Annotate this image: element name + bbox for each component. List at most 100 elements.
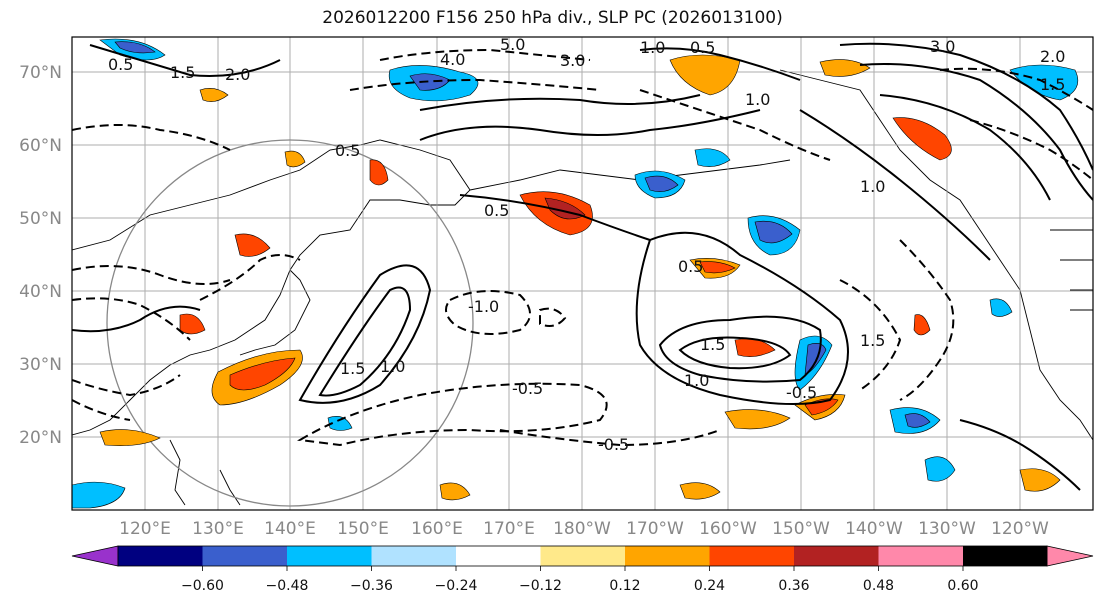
lon-label: 160°E bbox=[411, 519, 463, 539]
colorbar-tick-label: −0.24 bbox=[435, 578, 478, 594]
colorbar-tick-label: −0.36 bbox=[350, 578, 393, 594]
contour-label: 3.0 bbox=[930, 37, 955, 56]
contour-label: 0.5 bbox=[108, 55, 133, 74]
contour-label: 1.0 bbox=[745, 90, 770, 109]
colorbar-segment bbox=[709, 546, 794, 566]
lon-label: 140°W bbox=[845, 519, 903, 539]
contour-labels: 0.5 1.5 2.0 4.0 3.0 5.0 1.0 0.5 1.0 3.0 … bbox=[108, 35, 1065, 454]
div-blob bbox=[369, 159, 389, 186]
div-blob bbox=[679, 482, 721, 500]
map-frame bbox=[71, 36, 1094, 511]
div-blob bbox=[699, 261, 736, 274]
colorbar-tick-label: −0.48 bbox=[266, 578, 309, 594]
div-blob bbox=[439, 482, 471, 501]
coastlines bbox=[72, 69, 1093, 506]
lon-label: 120°W bbox=[991, 519, 1049, 539]
div-blob bbox=[669, 54, 741, 96]
contour-label: 1.5 bbox=[340, 359, 365, 378]
lon-label: 170°E bbox=[483, 519, 535, 539]
div-blob bbox=[754, 220, 793, 244]
div-blob bbox=[724, 409, 791, 430]
div-blob bbox=[199, 88, 229, 102]
colorbar-tick-label: 0.36 bbox=[778, 578, 809, 594]
longitude-labels: 120°E 130°E 140°E 150°E 160°E 170°E 180°… bbox=[119, 519, 1049, 539]
colorbar-tick-marks bbox=[202, 566, 964, 571]
lat-label: 20°N bbox=[19, 428, 62, 448]
slp-contours-negative bbox=[72, 48, 1093, 447]
div-blob bbox=[924, 456, 956, 482]
contour-label: 0.5 bbox=[678, 257, 703, 276]
div-blob bbox=[99, 429, 161, 446]
lat-label: 50°N bbox=[19, 209, 62, 229]
contour-label: 2.0 bbox=[225, 65, 250, 84]
colorbar-segment bbox=[540, 546, 625, 566]
div-blob bbox=[904, 413, 931, 428]
colorbar-tick-label: 0.12 bbox=[609, 578, 640, 594]
colorbar-tick-label: −0.12 bbox=[519, 578, 562, 594]
divergence-shading bbox=[72, 38, 1079, 509]
div-blob bbox=[819, 59, 871, 77]
contour-label: 5.0 bbox=[500, 35, 525, 54]
div-blob bbox=[1019, 468, 1061, 492]
colorbar-segment bbox=[963, 546, 1047, 566]
lat-label: 30°N bbox=[19, 355, 62, 375]
colorbar: −0.60 −0.48 −0.36 −0.24 −0.12 0.12 0.24 … bbox=[71, 545, 1094, 594]
div-blob bbox=[179, 313, 206, 335]
lon-label: 170°W bbox=[626, 519, 684, 539]
contour-label: 1.5 bbox=[700, 335, 725, 354]
latitude-labels: 70°N 60°N 50°N 40°N 30°N 20°N bbox=[19, 63, 62, 448]
colorbar-frame bbox=[117, 545, 1048, 567]
lon-label: 130°W bbox=[918, 519, 976, 539]
colorbar-segment bbox=[118, 546, 203, 566]
contour-label: 1.5 bbox=[1040, 75, 1065, 94]
colorbar-segment bbox=[625, 546, 710, 566]
contour-label: 1.0 bbox=[380, 357, 405, 376]
colorbar-segment bbox=[202, 546, 287, 566]
colorbar-tick-label: 0.48 bbox=[863, 578, 894, 594]
range-circle bbox=[106, 139, 474, 507]
colorbar-tick-label: −0.60 bbox=[181, 578, 224, 594]
div-blob bbox=[327, 416, 353, 431]
div-blob bbox=[913, 314, 931, 336]
colorbar-tick-label: 0.24 bbox=[694, 578, 725, 594]
lon-label: 160°W bbox=[699, 519, 757, 539]
colorbar-extend-low bbox=[71, 545, 119, 567]
lat-label: 40°N bbox=[19, 282, 62, 302]
lon-label: 180°W bbox=[553, 519, 611, 539]
colorbar-tick-label: 0.60 bbox=[947, 578, 978, 594]
lon-label: 150°W bbox=[772, 519, 830, 539]
contour-label: -0.5 bbox=[598, 435, 629, 454]
lon-label: 140°E bbox=[264, 519, 316, 539]
colorbar-segment bbox=[878, 546, 963, 566]
contour-label: 4.0 bbox=[440, 50, 465, 69]
contour-label: 1.0 bbox=[640, 38, 665, 57]
map-panel: 0.5 1.5 2.0 4.0 3.0 5.0 1.0 0.5 1.0 3.0 … bbox=[72, 35, 1093, 510]
colorbar-segment bbox=[371, 546, 456, 566]
colorbar-segment bbox=[287, 546, 372, 566]
lon-label: 120°E bbox=[119, 519, 171, 539]
div-blob bbox=[644, 175, 679, 192]
lat-label: 70°N bbox=[19, 63, 62, 83]
div-blob bbox=[284, 150, 306, 168]
map-title: 2026012200 F156 250 hPa div., SLP PC (20… bbox=[322, 8, 783, 28]
div-blob bbox=[229, 357, 296, 391]
div-blob bbox=[892, 117, 952, 161]
contour-label: 0.5 bbox=[335, 141, 360, 160]
contour-label: 0.5 bbox=[484, 201, 509, 220]
div-blob bbox=[234, 233, 271, 257]
lat-label: 60°N bbox=[19, 136, 62, 156]
div-blob bbox=[989, 298, 1013, 317]
div-blob bbox=[694, 148, 731, 167]
contour-label: 1.5 bbox=[170, 63, 195, 82]
contour-label: -0.5 bbox=[786, 383, 817, 402]
contour-label: 3.0 bbox=[560, 51, 585, 70]
contour-label: 0.5 bbox=[690, 38, 715, 57]
colorbar-segment bbox=[794, 546, 879, 566]
contour-label: 1.0 bbox=[684, 371, 709, 390]
div-blob bbox=[114, 41, 156, 54]
contour-label: 1.0 bbox=[860, 177, 885, 196]
contour-label: -1.0 bbox=[468, 297, 499, 316]
colorbar-extend-high bbox=[1046, 545, 1094, 567]
contour-label: 2.0 bbox=[1040, 47, 1065, 66]
